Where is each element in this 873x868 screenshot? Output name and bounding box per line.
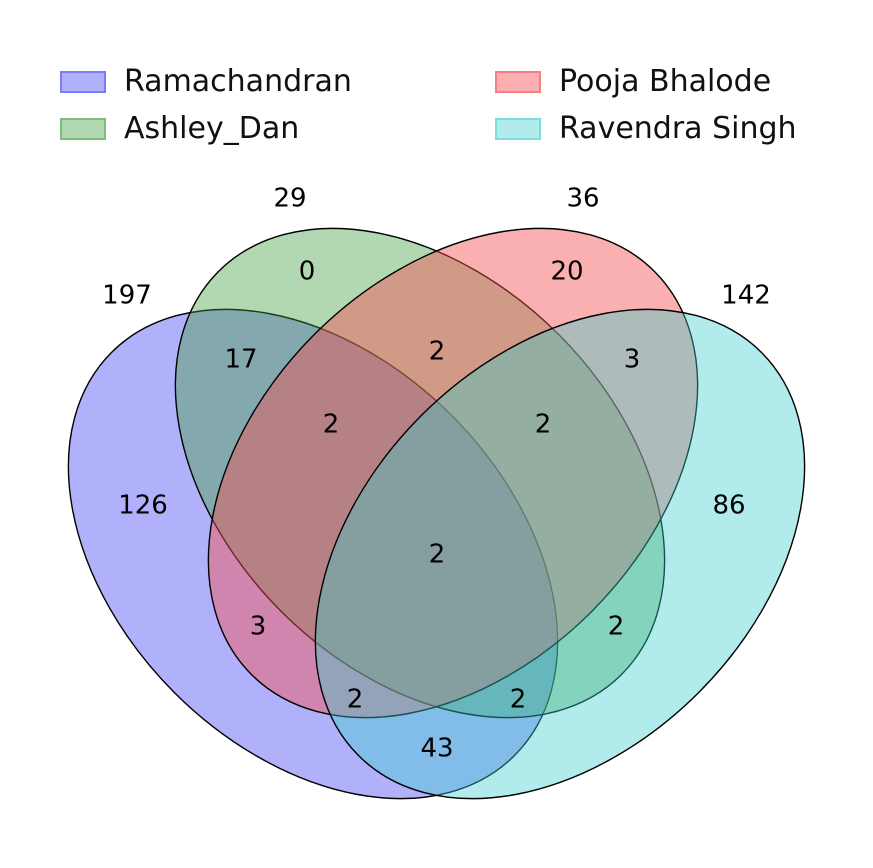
total-ramachandran: 197: [102, 281, 152, 311]
region-ramachandran-ashley-dan-pooja-bhalode: 2: [323, 410, 340, 440]
legend-item-ramachandran: Ramachandran: [60, 64, 352, 99]
ellipse-ramachandran: [67, 308, 559, 800]
total-pooja-bhalode: 36: [566, 184, 599, 214]
region-ashley-dan-pooja-bhalode-ravendra-singh: 2: [535, 410, 552, 440]
legend-swatch-pooja-bhalode: [495, 70, 541, 93]
region-ramachandran-ravendra-singh: 43: [420, 734, 453, 764]
ellipse-pooja-bhalode: [207, 227, 699, 719]
ellipse-ashley-dan: [174, 227, 666, 719]
legend-label-ravendra-singh: Ravendra Singh: [559, 111, 797, 146]
region-ramachandran-pooja-bhalode: 3: [250, 612, 267, 642]
venn-ellipses: [67, 227, 806, 800]
total-ravendra-singh: 142: [721, 281, 771, 311]
region-ramachandran-ashley-dan: 17: [224, 345, 257, 375]
legend-label-pooja-bhalode: Pooja Bhalode: [559, 64, 772, 99]
legend-swatch-ramachandran: [60, 70, 106, 93]
region-pooja-bhalode-only: 20: [550, 257, 583, 287]
region-ramachandran-only: 126: [118, 491, 168, 521]
legend-label-ashley-dan: Ashley_Dan: [124, 111, 300, 146]
region-all-four: 2: [429, 540, 446, 570]
region-counts: 126 0 20 86 17 2 3 3 2 43 2 2 2 2 2: [118, 257, 745, 764]
ellipse-ravendra-singh: [314, 308, 806, 800]
region-pooja-bhalode-ravendra-singh: 3: [624, 345, 641, 375]
legend-item-ravendra-singh: Ravendra Singh: [495, 111, 797, 146]
region-ramachandran-ashley-dan-ravendra-singh: 2: [510, 685, 527, 715]
legend-item-ashley-dan: Ashley_Dan: [60, 111, 299, 146]
region-ashley-dan-pooja-bhalode: 2: [429, 337, 446, 367]
legend-swatch-ravendra-singh: [495, 117, 541, 140]
total-ashley-dan: 29: [273, 184, 306, 214]
region-ravendra-singh-only: 86: [712, 491, 745, 521]
region-ramachandran-pooja-bhalode-ravendra-singh: 2: [347, 685, 364, 715]
region-ashley-dan-ravendra-singh: 2: [608, 612, 625, 642]
legend-label-ramachandran: Ramachandran: [124, 64, 352, 99]
legend-item-pooja-bhalode: Pooja Bhalode: [495, 64, 771, 99]
region-ashley-dan-only: 0: [299, 257, 316, 287]
set-totals: 197 29 36 142: [102, 184, 771, 311]
legend-swatch-ashley-dan: [60, 117, 106, 140]
